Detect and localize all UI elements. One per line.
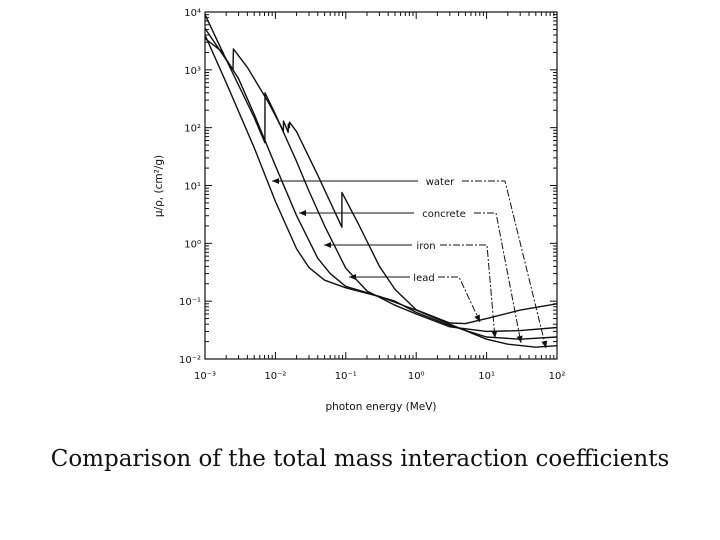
arrowhead-icon <box>272 178 279 184</box>
y-tick-label: 10¹ <box>184 182 201 193</box>
axis-ticks <box>204 11 558 360</box>
arrowhead-icon <box>299 210 306 216</box>
y-tick-label: 10⁻¹ <box>179 297 201 308</box>
y-tick-label: 10⁻² <box>179 355 201 366</box>
y-axis-title: μ/ρ, (cm²/g) <box>153 155 165 217</box>
series-line-iron <box>205 14 557 333</box>
arrowhead-icon <box>491 330 498 338</box>
arrowhead-icon <box>474 314 480 322</box>
series-lines <box>205 14 557 348</box>
inline-legend: water concrete iron lead <box>272 177 548 349</box>
figure-caption: Comparison of the total mass interaction… <box>50 446 670 472</box>
legend-label-iron: iron <box>416 241 435 252</box>
legend-leader-right <box>462 180 547 349</box>
x-axis-title: photon energy (MeV) <box>325 401 436 413</box>
legend-label-water: water <box>426 177 455 188</box>
x-tick-label: 10⁻² <box>264 371 286 382</box>
series-line-concrete <box>205 37 557 340</box>
plot-frame <box>204 11 558 360</box>
series-line-water <box>205 34 557 348</box>
y-tick-label: 10⁰ <box>184 239 201 250</box>
x-tick-label: 10⁰ <box>408 371 425 382</box>
y-tick-label: 10⁴ <box>184 8 201 19</box>
arrowhead-icon <box>541 340 548 348</box>
x-tick-label: 10⁻³ <box>194 371 216 382</box>
legend-leader-right <box>438 276 481 323</box>
arrowhead-icon <box>516 335 523 343</box>
y-tick-label: 10³ <box>184 66 201 77</box>
legend-leader-right <box>474 212 522 344</box>
axis-tick-labels: 10⁻³ 10⁻² 10⁻¹ 10⁰ 10¹ 10² 10⁻² 10⁻¹ 10⁰ 10¹ 10² 10… <box>179 8 565 382</box>
legend-leader-right <box>440 244 496 339</box>
legend-label-concrete: concrete <box>422 209 466 220</box>
series-line-lead <box>205 28 557 325</box>
arrowhead-icon <box>349 274 356 280</box>
y-tick-label: 10² <box>184 124 201 135</box>
x-tick-label: 10² <box>549 371 566 382</box>
x-tick-label: 10⁻¹ <box>335 371 357 382</box>
arrowhead-icon <box>324 242 331 248</box>
legend-label-lead: lead <box>413 273 434 284</box>
mass-attenuation-chart: 10⁻³ 10⁻² 10⁻¹ 10⁰ 10¹ 10² 10⁻² 10⁻¹ 10⁰ 10¹ 10² 10… <box>153 8 565 413</box>
x-tick-label: 10¹ <box>478 371 495 382</box>
